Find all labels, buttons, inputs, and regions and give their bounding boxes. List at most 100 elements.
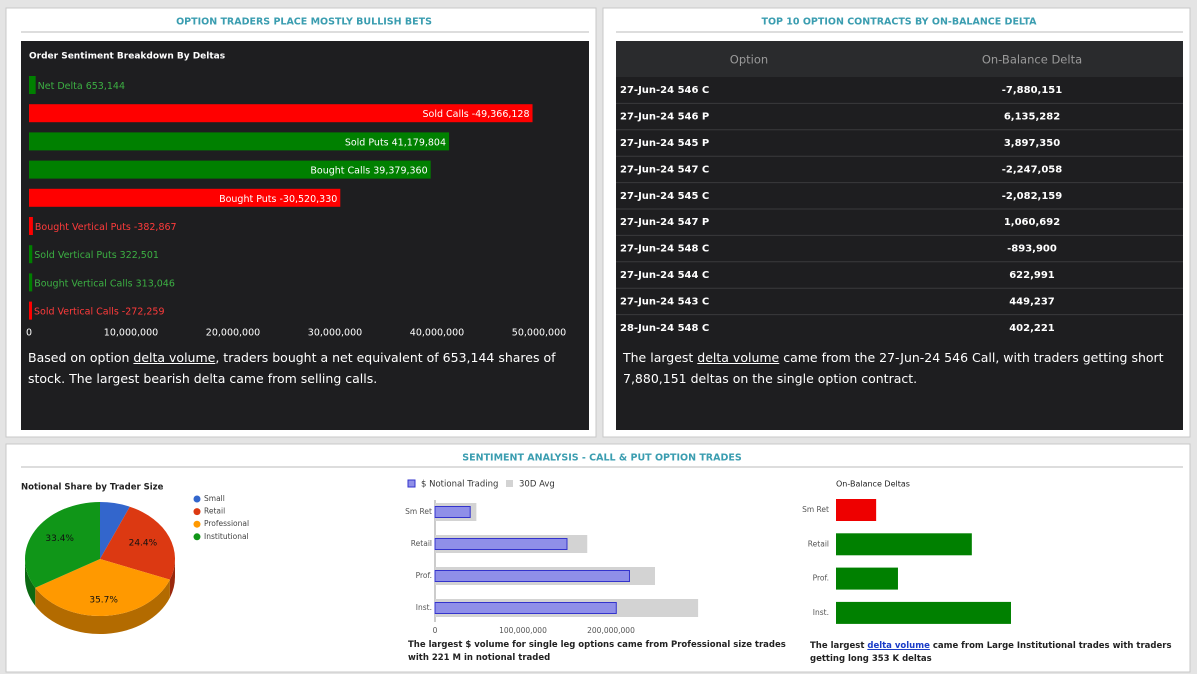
pie-slice bbox=[100, 502, 130, 559]
y-tick-label: Inst. bbox=[813, 608, 829, 617]
legend-swatch bbox=[193, 520, 201, 528]
bar bbox=[29, 76, 36, 94]
bar-value: 322,501 bbox=[120, 250, 159, 261]
pie-side bbox=[35, 579, 170, 635]
y-tick-label: Inst. bbox=[416, 603, 432, 612]
summary-text: The largest bbox=[623, 350, 698, 365]
legend-label: Small bbox=[204, 494, 225, 503]
note-text: The largest bbox=[810, 641, 868, 651]
bar bbox=[29, 245, 33, 264]
cell: 27-Jun-24 547 P bbox=[620, 217, 709, 228]
bar-label: Bought Calls 39,379,360 bbox=[310, 165, 427, 176]
bar bbox=[836, 567, 898, 590]
legend-swatch bbox=[193, 495, 201, 503]
bar-label: Bought Vertical Calls 313,046 bbox=[34, 278, 175, 289]
bar bbox=[434, 570, 630, 582]
x-tick-label: 40,000,000 bbox=[410, 328, 464, 339]
bar-category: Bought Vertical Calls bbox=[34, 278, 132, 289]
bar bbox=[29, 188, 341, 207]
bar-label: Bought Vertical Puts -382,867 bbox=[35, 222, 177, 233]
bar bbox=[29, 132, 450, 151]
slice-label: 24.4% bbox=[129, 539, 158, 549]
legend-swatch bbox=[193, 533, 201, 541]
bar-category: Net Delta bbox=[38, 81, 83, 92]
bar-category: Sold Puts bbox=[345, 137, 389, 148]
bar bbox=[434, 506, 471, 518]
panel-title: TOP 10 OPTION CONTRACTS BY ON-BALANCE DE… bbox=[761, 17, 1037, 28]
cell: 27-Jun-24 546 P bbox=[620, 112, 709, 123]
legend-label: Institutional bbox=[204, 532, 249, 541]
cell: 402,221 bbox=[1009, 323, 1055, 334]
legend-swatch bbox=[193, 508, 201, 516]
bar bbox=[836, 533, 972, 556]
bar bbox=[29, 301, 32, 320]
legend-label: $ Notional Trading bbox=[421, 480, 498, 490]
x-tick-label: 50,000,000 bbox=[512, 328, 566, 339]
cell: -2,247,058 bbox=[1002, 164, 1062, 175]
bar-label: Net Delta 653,144 bbox=[38, 81, 125, 92]
table-header bbox=[616, 41, 1183, 77]
column-header: Option bbox=[730, 53, 768, 67]
x-tick-label: 0 bbox=[433, 626, 438, 635]
bar bbox=[29, 273, 33, 292]
legend-label: Professional bbox=[204, 519, 249, 528]
panel bbox=[5, 443, 1191, 673]
bar-category: Sold Vertical Calls bbox=[34, 306, 119, 317]
bar-value: 41,179,804 bbox=[392, 137, 446, 148]
bar-category: Bought Puts bbox=[219, 193, 276, 204]
bar-label: Sold Vertical Calls -272,259 bbox=[34, 306, 165, 317]
cell: 6,135,282 bbox=[1004, 112, 1060, 123]
panel-title: SENTIMENT ANALYSIS - CALL & PUT OPTION T… bbox=[462, 453, 742, 464]
cell: 27-Jun-24 544 C bbox=[620, 270, 709, 281]
cell: -2,082,159 bbox=[1002, 191, 1062, 202]
bar-value: -49,366,128 bbox=[472, 109, 530, 120]
bar-label: Bought Puts -30,520,330 bbox=[219, 193, 337, 204]
pie-slice bbox=[24, 502, 101, 588]
legend-swatch bbox=[407, 479, 416, 488]
chart-note: The largest $ volume for single leg opti… bbox=[408, 640, 786, 663]
legend-label: 30D Avg bbox=[519, 480, 555, 490]
cell: 28-Jun-24 548 C bbox=[620, 323, 709, 334]
y-tick-label: Sm Ret bbox=[405, 507, 432, 516]
cell: -7,880,151 bbox=[1002, 85, 1062, 96]
chart-title: Order Sentiment Breakdown By Deltas bbox=[29, 52, 225, 62]
x-tick-label: 10,000,000 bbox=[104, 328, 158, 339]
x-tick-label: 20,000,000 bbox=[206, 328, 260, 339]
bar bbox=[29, 104, 533, 123]
cell: 449,237 bbox=[1009, 296, 1055, 307]
cell: 27-Jun-24 547 C bbox=[620, 164, 709, 175]
summary-link: delta volume bbox=[133, 350, 216, 365]
slice-label: 33.4% bbox=[45, 534, 74, 544]
pie-side bbox=[25, 559, 36, 606]
bar bbox=[434, 538, 568, 550]
bar bbox=[836, 601, 1011, 624]
summary: The largest delta volume came from the 2… bbox=[623, 347, 1168, 389]
bar-value: 653,144 bbox=[86, 81, 125, 92]
legend-label: Retail bbox=[204, 507, 225, 516]
bar-category: Bought Calls bbox=[310, 165, 370, 176]
x-tick-label: 200,000,000 bbox=[587, 626, 635, 635]
bar-label: Sold Vertical Puts 322,501 bbox=[34, 250, 159, 261]
bar-label: Sold Puts 41,179,804 bbox=[345, 137, 446, 148]
pie-side bbox=[169, 559, 175, 598]
bar-value: -382,867 bbox=[134, 222, 177, 233]
cell: 27-Jun-24 546 C bbox=[620, 85, 709, 96]
pie-slice bbox=[35, 559, 170, 617]
bar-value: -30,520,330 bbox=[279, 193, 337, 204]
bar bbox=[29, 217, 33, 235]
x-tick-label: 30,000,000 bbox=[308, 328, 362, 339]
column-header: On-Balance Delta bbox=[982, 53, 1082, 67]
cell: 27-Jun-24 545 P bbox=[620, 138, 709, 149]
bar-value: -272,259 bbox=[122, 306, 165, 317]
note-link[interactable]: delta volume bbox=[867, 641, 930, 651]
summary-link: delta volume bbox=[697, 350, 780, 365]
bar bbox=[434, 602, 617, 614]
bar-category: Sold Calls bbox=[422, 109, 468, 120]
summary-text: came from the 27-Jun-24 546 Call, with t… bbox=[623, 350, 1164, 386]
pie-slice bbox=[100, 506, 176, 580]
cell: 27-Jun-24 543 C bbox=[620, 296, 709, 307]
bar-category: Bought Vertical Puts bbox=[35, 222, 131, 233]
legend-swatch bbox=[506, 480, 513, 487]
